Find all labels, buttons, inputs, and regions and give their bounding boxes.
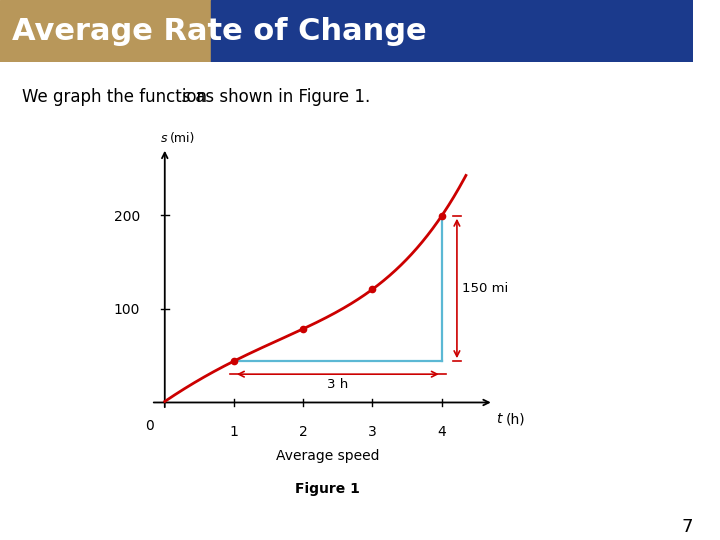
Text: (h): (h) [506,413,526,426]
Text: 3 h: 3 h [327,378,348,391]
Text: 0: 0 [145,420,154,433]
Text: Figure 1: Figure 1 [295,482,360,496]
Text: (mi): (mi) [171,132,196,145]
Text: s: s [181,88,190,106]
Text: Average Rate of Change: Average Rate of Change [12,17,427,45]
Text: 150 mi: 150 mi [462,282,508,295]
Text: as shown in Figure 1.: as shown in Figure 1. [190,88,370,106]
Bar [0,0,211,62]
Text: t: t [495,413,501,426]
Text: We graph the function: We graph the function [22,88,212,106]
Text: 7: 7 [682,517,693,536]
Text: Average speed: Average speed [276,449,379,463]
Text: s: s [161,132,168,145]
Bar [211,0,693,62]
